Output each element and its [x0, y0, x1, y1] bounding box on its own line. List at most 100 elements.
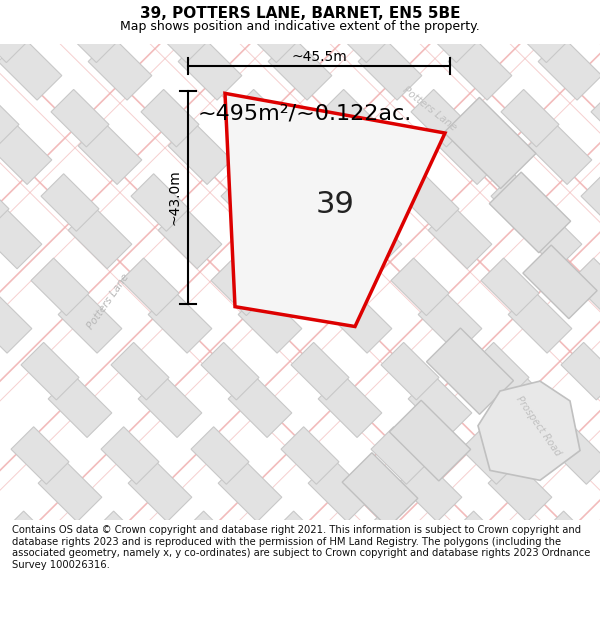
Polygon shape: [428, 206, 492, 269]
Polygon shape: [389, 400, 470, 481]
Polygon shape: [418, 290, 482, 353]
Polygon shape: [201, 342, 259, 400]
Polygon shape: [111, 342, 169, 400]
Polygon shape: [328, 290, 392, 353]
Polygon shape: [291, 342, 349, 400]
Polygon shape: [11, 427, 69, 484]
Text: ~495m²/~0.122ac.: ~495m²/~0.122ac.: [198, 103, 412, 123]
Polygon shape: [381, 342, 439, 400]
Polygon shape: [241, 5, 299, 62]
Polygon shape: [148, 290, 212, 353]
Polygon shape: [490, 172, 571, 252]
Polygon shape: [191, 427, 249, 484]
Polygon shape: [178, 37, 242, 100]
Polygon shape: [361, 511, 419, 569]
Polygon shape: [448, 37, 512, 100]
Polygon shape: [408, 374, 472, 438]
Polygon shape: [131, 174, 189, 231]
Polygon shape: [301, 258, 359, 316]
Polygon shape: [488, 459, 552, 522]
Polygon shape: [248, 206, 312, 269]
Polygon shape: [511, 5, 569, 62]
Polygon shape: [391, 258, 449, 316]
Polygon shape: [0, 121, 52, 184]
Polygon shape: [348, 121, 412, 184]
Polygon shape: [438, 121, 502, 184]
Polygon shape: [528, 121, 592, 184]
Polygon shape: [211, 258, 269, 316]
Text: ~45.5m: ~45.5m: [291, 50, 347, 64]
Polygon shape: [258, 121, 322, 184]
Polygon shape: [401, 174, 459, 231]
Text: Potters Lane: Potters Lane: [401, 84, 459, 132]
Polygon shape: [58, 290, 122, 353]
Polygon shape: [308, 459, 372, 522]
Polygon shape: [68, 206, 132, 269]
Polygon shape: [518, 206, 582, 269]
Polygon shape: [91, 511, 149, 569]
Polygon shape: [523, 245, 597, 319]
Polygon shape: [398, 459, 462, 522]
Polygon shape: [221, 174, 279, 231]
Text: Prospect Road: Prospect Road: [514, 394, 562, 458]
Polygon shape: [538, 37, 600, 100]
Polygon shape: [231, 89, 289, 147]
Polygon shape: [218, 459, 282, 522]
Polygon shape: [591, 89, 600, 147]
Polygon shape: [501, 89, 559, 147]
Text: Map shows position and indicative extent of the property.: Map shows position and indicative extent…: [120, 21, 480, 33]
Polygon shape: [21, 342, 79, 400]
Polygon shape: [128, 459, 192, 522]
Polygon shape: [561, 342, 600, 400]
Polygon shape: [342, 452, 418, 528]
Polygon shape: [321, 89, 379, 147]
Polygon shape: [491, 174, 549, 231]
Polygon shape: [48, 374, 112, 438]
Polygon shape: [168, 121, 232, 184]
Polygon shape: [541, 511, 599, 569]
Polygon shape: [411, 89, 469, 147]
Polygon shape: [61, 5, 119, 62]
Polygon shape: [571, 258, 600, 316]
Polygon shape: [181, 511, 239, 569]
Text: Potters Lane: Potters Lane: [85, 272, 131, 331]
Text: ~43.0m: ~43.0m: [167, 169, 181, 226]
Text: Contains OS data © Crown copyright and database right 2021. This information is : Contains OS data © Crown copyright and d…: [12, 525, 590, 570]
Text: 39: 39: [316, 191, 355, 219]
Polygon shape: [581, 174, 600, 231]
Polygon shape: [138, 374, 202, 438]
Polygon shape: [38, 459, 102, 522]
Polygon shape: [371, 427, 429, 484]
Polygon shape: [338, 206, 402, 269]
Polygon shape: [101, 427, 159, 484]
Polygon shape: [0, 37, 62, 100]
Polygon shape: [41, 174, 99, 231]
Polygon shape: [88, 37, 152, 100]
Polygon shape: [331, 5, 389, 62]
Polygon shape: [51, 89, 109, 147]
Polygon shape: [358, 37, 422, 100]
Polygon shape: [421, 5, 479, 62]
Polygon shape: [268, 37, 332, 100]
Polygon shape: [508, 290, 572, 353]
Polygon shape: [551, 427, 600, 484]
Polygon shape: [31, 258, 89, 316]
Polygon shape: [478, 381, 580, 480]
Polygon shape: [281, 427, 339, 484]
Polygon shape: [271, 511, 329, 569]
Polygon shape: [78, 121, 142, 184]
Polygon shape: [498, 374, 562, 438]
Polygon shape: [481, 258, 539, 316]
Polygon shape: [318, 374, 382, 438]
Polygon shape: [121, 258, 179, 316]
Polygon shape: [158, 206, 222, 269]
Polygon shape: [1, 511, 59, 569]
Polygon shape: [0, 89, 19, 147]
Polygon shape: [0, 206, 42, 269]
Polygon shape: [427, 328, 514, 414]
Polygon shape: [311, 174, 369, 231]
Text: 39, POTTERS LANE, BARNET, EN5 5BE: 39, POTTERS LANE, BARNET, EN5 5BE: [140, 6, 460, 21]
Polygon shape: [151, 5, 209, 62]
Polygon shape: [461, 427, 519, 484]
Polygon shape: [444, 98, 536, 189]
